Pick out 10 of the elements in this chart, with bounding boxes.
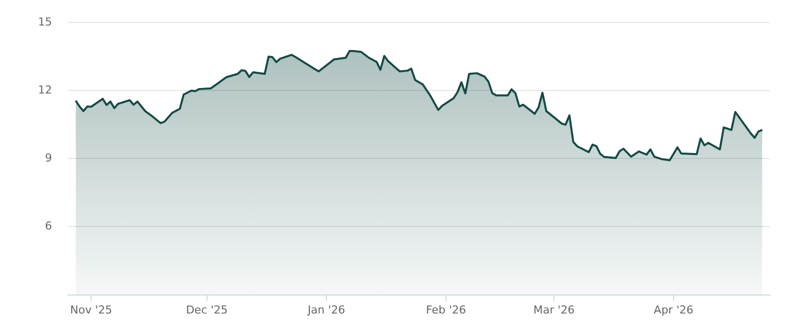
x-tick-label: Mar '26 xyxy=(533,303,575,316)
y-tick-label: 15 xyxy=(38,15,52,28)
x-tick-label: Feb '26 xyxy=(426,303,466,316)
x-tick-label: Dec '25 xyxy=(186,303,228,316)
y-tick-label: 12 xyxy=(38,84,52,97)
x-tick-label: Jan '26 xyxy=(306,303,346,316)
y-tick-label: 9 xyxy=(44,152,52,165)
y-tick-label: 6 xyxy=(44,220,52,233)
x-tick-label: Nov '25 xyxy=(70,303,112,316)
x-tick-label: Apr '26 xyxy=(654,303,694,316)
